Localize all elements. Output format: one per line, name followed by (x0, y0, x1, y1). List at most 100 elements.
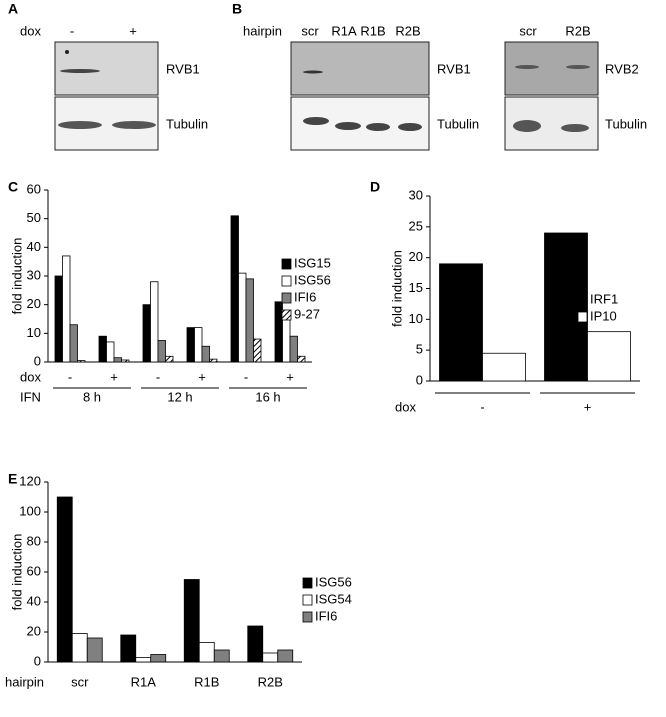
bar (150, 654, 167, 663)
bar (297, 355, 306, 363)
legend-swatch (281, 275, 292, 287)
panel-label: C (8, 179, 18, 195)
bar (482, 352, 526, 382)
bar (247, 625, 264, 663)
x-tick-label: - (480, 399, 484, 414)
y-tick-label: 0 (416, 372, 423, 387)
bar (157, 340, 166, 363)
y-tick-label: 10 (409, 311, 423, 326)
bar (587, 331, 631, 382)
bar (98, 335, 107, 363)
legend-label: ISG15 (294, 255, 331, 270)
legend-swatch (302, 611, 313, 623)
y-tick-label: 5 (416, 342, 423, 357)
legend-swatch (577, 294, 588, 306)
y-axis-label: fold induction (389, 250, 404, 327)
bar (77, 360, 86, 363)
y-tick-label: 30 (409, 187, 423, 202)
lane-label: R1A (331, 23, 357, 38)
bar (120, 634, 137, 663)
y-tick-label: 20 (27, 296, 41, 311)
legend-label: IFI6 (315, 608, 337, 623)
lane-label: R1B (360, 23, 385, 38)
blot (290, 41, 430, 151)
x-tick-label: scr (71, 674, 89, 689)
lane-label: R2B (565, 23, 590, 38)
blot-label: Tubulin (437, 116, 479, 131)
y-tick-label: 40 (27, 593, 41, 608)
x-tick-label: + (110, 369, 118, 384)
y-tick-label: 40 (27, 239, 41, 254)
group-title: IFN (20, 389, 41, 404)
blot-label: Tubulin (166, 116, 208, 131)
lane-label: R2B (395, 23, 420, 38)
bar (142, 304, 151, 363)
y-tick-label: 0 (34, 653, 41, 668)
y-tick-label: 100 (19, 503, 41, 518)
bar (183, 579, 200, 663)
bar (165, 355, 174, 363)
blot-label: RVB1 (166, 61, 200, 76)
legend-swatch (281, 258, 292, 270)
lane-label: + (129, 23, 137, 38)
legend-swatch (302, 577, 313, 589)
bar (277, 649, 294, 663)
x-axis-label: dox (395, 399, 416, 414)
bar (238, 272, 247, 363)
bar (198, 642, 215, 663)
bar (69, 324, 78, 363)
bar (544, 232, 588, 382)
x-tick-label: + (198, 369, 206, 384)
x-axis-label: hairpin (5, 674, 44, 689)
legend-label: IP10 (590, 308, 617, 323)
y-tick-label: 0 (34, 353, 41, 368)
group-label: 12 h (167, 389, 192, 404)
blot-label: RVB1 (437, 61, 471, 76)
y-tick-label: 120 (19, 473, 41, 488)
group-label: 8 h (83, 389, 101, 404)
bar (230, 215, 239, 363)
bar (194, 327, 203, 363)
lane-label: scr (301, 23, 319, 38)
x-axis-label: dox (20, 369, 41, 384)
bar (86, 637, 103, 663)
bar (439, 263, 483, 382)
lane-label: scr (519, 23, 537, 38)
bar (54, 275, 63, 363)
bar (186, 327, 195, 363)
legend-label: ISG56 (315, 574, 352, 589)
panel-label: A (8, 1, 18, 17)
bar (209, 358, 218, 363)
bar (56, 496, 73, 663)
panel-label: D (370, 179, 380, 195)
bar (274, 301, 283, 363)
y-tick-label: 10 (27, 325, 41, 340)
x-tick-label: R2B (258, 674, 283, 689)
y-tick-label: 20 (27, 623, 41, 638)
bar (253, 338, 262, 363)
blot-label: RVB2 (605, 61, 639, 76)
bar (150, 281, 159, 363)
y-tick-label: 30 (27, 267, 41, 282)
legend-swatch (302, 594, 313, 606)
y-tick-label: 25 (409, 218, 423, 233)
x-tick-label: - (244, 369, 248, 384)
blot-label: Tubulin (605, 116, 647, 131)
bar (71, 633, 88, 663)
bar (62, 255, 71, 363)
x-tick-label: + (584, 399, 592, 414)
y-axis-label: fold induction (9, 534, 24, 611)
legend-label: IRF1 (590, 291, 618, 306)
y-tick-label: 60 (27, 563, 41, 578)
y-tick-label: 20 (409, 249, 423, 264)
lane-label: - (70, 23, 74, 38)
bar (213, 649, 230, 663)
legend-label: 9-27 (294, 306, 320, 321)
y-tick-label: 60 (27, 181, 41, 196)
legend-label: ISG54 (315, 591, 352, 606)
x-tick-label: R1B (194, 674, 219, 689)
x-tick-label: + (286, 369, 294, 384)
bar (135, 657, 152, 663)
x-tick-label: - (156, 369, 160, 384)
